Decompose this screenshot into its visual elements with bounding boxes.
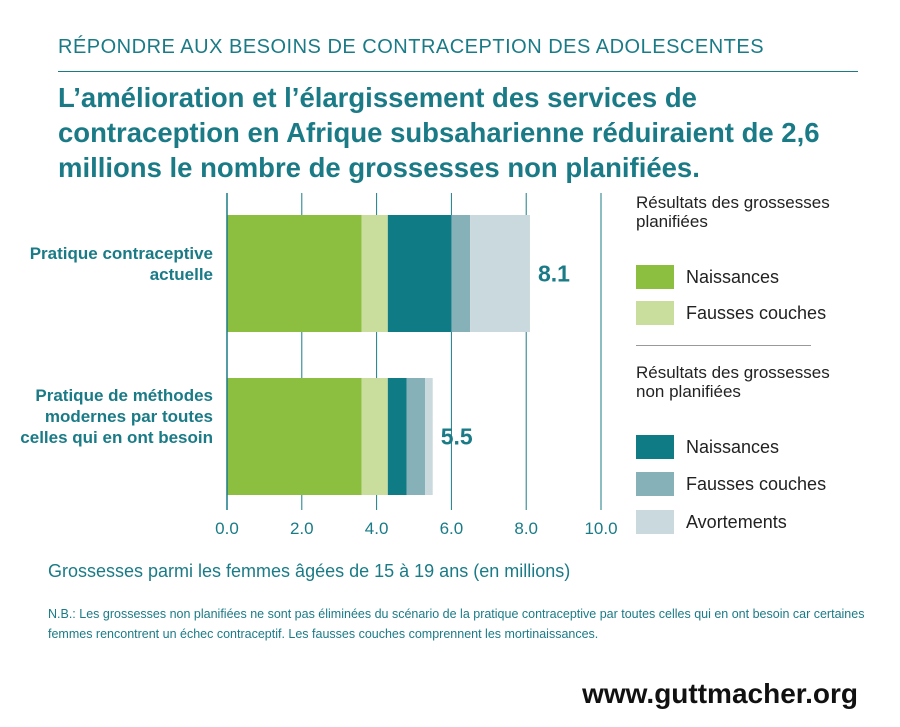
legend-swatch	[636, 435, 674, 459]
legend-label: Naissances	[686, 266, 780, 287]
x-tick-label: 8.0	[514, 519, 538, 538]
legend-swatch	[636, 265, 674, 289]
legend-label: Fausses couches	[686, 473, 827, 494]
legend-label: Avortements	[686, 511, 787, 532]
legend-item-unplanned-abortions: Avortements	[636, 510, 787, 534]
bar-segment	[387, 378, 407, 495]
x-tick-label: 10.0	[584, 519, 617, 538]
legend-swatch	[636, 472, 674, 496]
page-kicker: RÉPONDRE AUX BESOINS DE CONTRACEPTION DE…	[58, 36, 765, 58]
bar-segment	[425, 378, 433, 495]
legend-label: Fausses couches	[686, 302, 827, 323]
x-tick-label: 0.0	[215, 519, 239, 538]
legend-item-planned-births: Naissances	[636, 265, 779, 289]
bar-segment	[227, 378, 362, 495]
category-label-modern: Pratique de méthodes modernes par toutes…	[20, 386, 213, 447]
legend-heading-planned: Résultats des grossesses planifiées	[636, 193, 830, 231]
legend-item-unplanned-miscarriages: Fausses couches	[636, 472, 826, 496]
legend-swatch	[636, 301, 674, 325]
bar-segment	[227, 215, 362, 332]
bar-total-label: 5.5	[441, 424, 473, 450]
x-tick-label: 2.0	[290, 519, 314, 538]
source-url: www.guttmacher.org	[582, 678, 858, 709]
legend-divider	[636, 345, 811, 346]
footnote: N.B.: Les grossesses non planifiées ne s…	[48, 607, 865, 641]
x-axis-title: Grossesses parmi les femmes âgées de 15 …	[48, 561, 571, 581]
x-tick-label: 6.0	[440, 519, 464, 538]
legend-swatch	[636, 510, 674, 534]
legend-item-unplanned-births: Naissances	[636, 435, 779, 459]
bar-segment	[470, 215, 530, 332]
bar-segment	[451, 215, 471, 332]
bar-total-label: 8.1	[538, 261, 570, 287]
x-tick-label: 4.0	[365, 519, 389, 538]
bar-segment	[361, 378, 388, 495]
legend-label: Naissances	[686, 436, 780, 457]
legend-heading-unplanned: Résultats des grossesses non planifiées	[636, 363, 830, 401]
category-label-current: Pratique contraceptive actuelle	[29, 244, 213, 284]
legend-item-planned-miscarriages: Fausses couches	[636, 301, 826, 325]
bar-segment	[361, 215, 388, 332]
header-divider	[58, 71, 858, 72]
chart-title: L’amélioration et l’élargissement des se…	[58, 82, 820, 183]
bar-segment	[387, 215, 452, 332]
bar-segment	[406, 378, 426, 495]
